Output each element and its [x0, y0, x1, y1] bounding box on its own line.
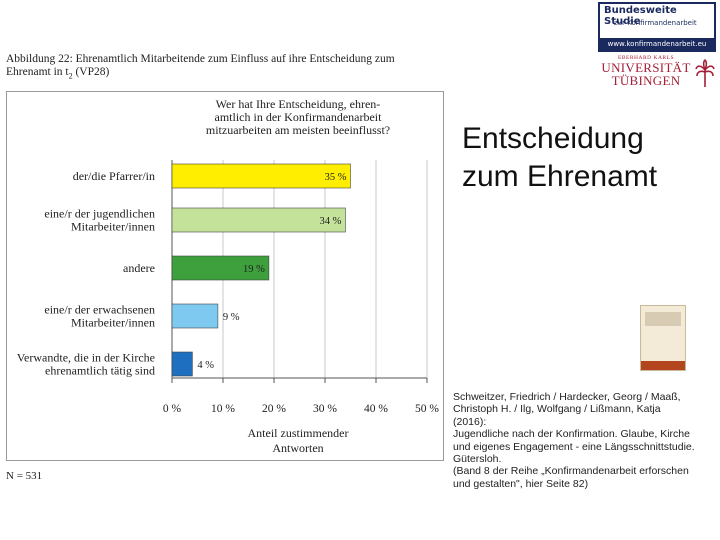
palm-tree-icon — [695, 59, 715, 87]
category-label: ehrenamtlich tätig sind — [45, 364, 155, 378]
book-cover-stripe — [641, 361, 685, 370]
x-tick-label: 10 % — [211, 403, 235, 415]
question-title-line: amtlich in der Konfirmandenarbeit — [215, 110, 383, 124]
bar-value-label: 34 % — [320, 216, 342, 227]
citation-line: Gütersloh. — [453, 453, 502, 466]
x-tick-label: 40 % — [364, 403, 388, 415]
logo-title: Bundesweite Studie — [604, 5, 677, 27]
citation-line: und eigenes Engagement - eine Längsschni… — [453, 440, 695, 453]
bar — [171, 207, 346, 233]
x-tick-label: 50 % — [415, 403, 439, 415]
figure-caption-line-2: Ehrenamt in t2 (VP28) — [6, 66, 436, 82]
study-logo: Bundesweite Studie zur Konfirmandenarbei… — [598, 2, 716, 52]
citation-line: (2016): — [453, 415, 487, 428]
chart-frame — [6, 91, 444, 461]
slide-title-line-2: zum Ehrenamt — [462, 160, 658, 193]
book-cover-image — [640, 305, 686, 371]
sample-size-label: N = 531 — [6, 470, 43, 482]
caption-text: Ehrenamt in t — [6, 66, 69, 78]
university-logo: EBERHARD KARLS UNIVERSITÄT TÜBINGEN — [600, 55, 692, 87]
category-label: andere — [123, 261, 155, 275]
slide-title-line-1: Entscheidung — [462, 122, 644, 155]
bar — [171, 303, 219, 329]
category-label: der/die Pfarrer/in — [73, 169, 155, 183]
figure-caption-line-1: Abbildung 22: Ehrenamtlich Mitarbeitende… — [6, 53, 395, 65]
university-name-1: UNIVERSITÄT — [601, 60, 691, 75]
logo-subtitle: zur Konfirmandenarbeit — [614, 19, 697, 27]
bar-value-label: 4 % — [197, 360, 214, 371]
caption-subscript: 2 — [68, 71, 73, 81]
citation-line: und gestalten", hier Seite 82) — [453, 477, 589, 490]
logo-url: www.konfirmandenarbeit.eu — [600, 38, 714, 50]
question-title-line: mitzuarbeiten am meisten beeinflusst? — [206, 123, 390, 137]
citation-line: (Band 8 der Reihe „Konfirmandenarbeit er… — [453, 465, 689, 478]
citation-line: Schweitzer, Friedrich / Hardecker, Georg… — [453, 391, 681, 403]
bar — [171, 351, 193, 377]
chart-text: Wer hat Ihre Entscheidung, ehren-amtlich… — [17, 97, 440, 455]
category-label: eine/r der erwachsenen — [44, 303, 155, 317]
category-label: eine/r der jugendlichen — [44, 207, 155, 221]
university-prefix: EBERHARD KARLS — [617, 55, 675, 61]
question-title-line: Wer hat Ihre Entscheidung, ehren- — [216, 97, 381, 111]
university-name-2: TÜBINGEN — [611, 73, 681, 88]
slide-title: Entscheidung zum Ehrenamt — [462, 120, 657, 196]
x-tick-label: 30 % — [313, 403, 337, 415]
figure-caption: Abbildung 22: Ehrenamtlich Mitarbeitende… — [6, 53, 436, 82]
citation-line: Jugendliche nach der Konfirmation. Glaub… — [453, 428, 690, 441]
bar-value-label: 9 % — [223, 312, 240, 323]
x-axis-label: Antworten — [272, 441, 323, 455]
book-cover-title-area — [645, 312, 681, 326]
category-label: Mitarbeiter/innen — [71, 220, 155, 234]
x-axis-label: Anteil zustimmender — [248, 426, 349, 440]
bar-chart: Wer hat Ihre Entscheidung, ehren-amtlich… — [17, 97, 440, 455]
citation-line: Christoph H. / Ilg, Wolfgang / Lißmann, … — [453, 403, 661, 416]
bar-value-label: 35 % — [325, 172, 347, 183]
category-label: Mitarbeiter/innen — [71, 316, 155, 330]
category-label: Verwandte, die in der Kirche — [17, 351, 155, 365]
caption-text-end: (VP28) — [72, 66, 110, 78]
x-tick-label: 0 % — [163, 403, 182, 415]
chart-bars — [171, 163, 351, 377]
x-tick-label: 20 % — [262, 403, 286, 415]
bar — [171, 163, 351, 189]
bar — [171, 255, 270, 281]
bar-value-label: 19 % — [243, 264, 265, 275]
citation: Schweitzer, Friedrich / Hardecker, Georg… — [453, 391, 718, 490]
